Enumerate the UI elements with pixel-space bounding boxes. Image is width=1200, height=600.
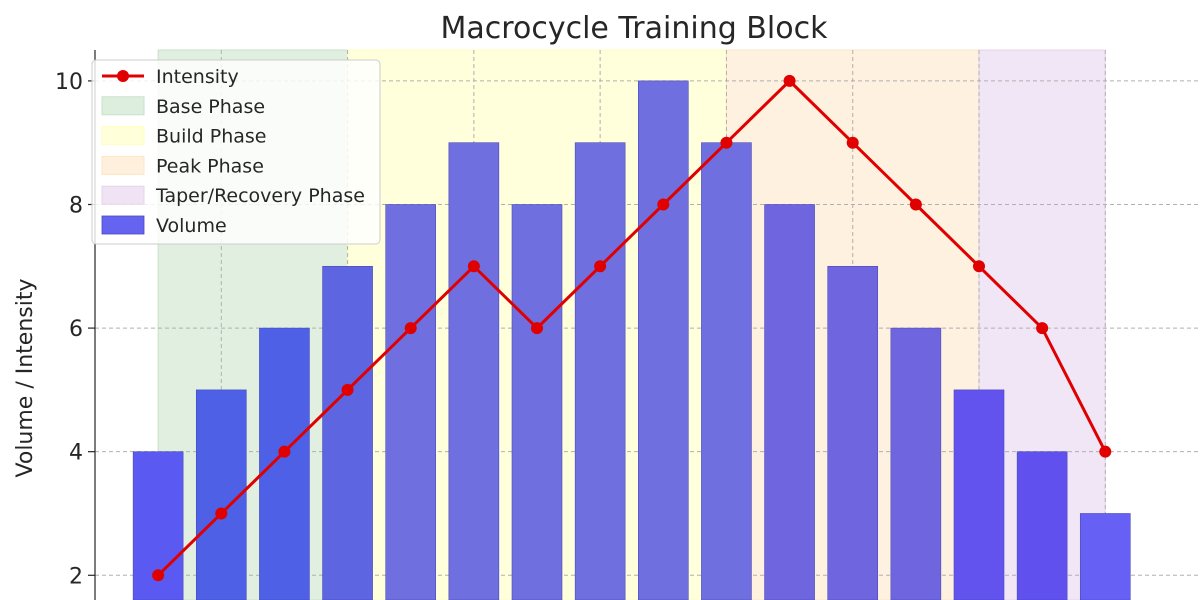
y-tick-label: 2 (69, 564, 83, 589)
intensity-point (846, 136, 859, 149)
volume-bar (1016, 451, 1068, 600)
y-tick-label: 4 (69, 441, 83, 466)
intensity-point (278, 445, 291, 458)
intensity-point (657, 198, 670, 211)
volume-bar (637, 80, 689, 600)
y-tick-label: 6 (69, 317, 83, 342)
axes: 2 4 6 8 10 (55, 50, 96, 600)
volume-bar (890, 327, 942, 600)
intensity-point (152, 569, 165, 582)
volume-bar (701, 142, 752, 600)
intensity-point (404, 322, 417, 335)
chart-title: Macrocycle Training Block (441, 11, 829, 46)
volume-bar (259, 327, 310, 600)
legend-swatch-phase (101, 96, 145, 116)
volume-bars (132, 80, 1131, 600)
intensity-point (720, 136, 733, 149)
legend: Intensity Base Phase Build Phase Peak Phase… (91, 59, 381, 245)
intensity-point (215, 507, 228, 520)
legend-swatch-phase (101, 126, 145, 146)
legend-label: Base Phase (156, 96, 265, 118)
y-tick-label: 10 (55, 70, 83, 95)
intensity-polyline (157, 78, 1107, 577)
legend-marker-intensity (117, 70, 129, 82)
volume-bar (574, 142, 626, 600)
legend-label: Peak Phase (156, 155, 264, 177)
volume-bar (385, 204, 437, 600)
intensity-point (531, 322, 543, 335)
legend-swatch-phase (101, 185, 145, 205)
volume-bar (827, 265, 879, 600)
volume-bar (511, 204, 563, 600)
volume-bar (1079, 513, 1131, 600)
legend-label: Taper/Recovery Phase (155, 185, 365, 207)
volume-bar (764, 204, 815, 600)
y-axis-label: Volume / Intensity (13, 279, 38, 478)
intensity-point (783, 74, 796, 87)
legend-swatch-phase (101, 155, 145, 175)
intensity-point (1036, 322, 1049, 335)
intensity-point (467, 260, 480, 273)
intensity-point (973, 260, 985, 273)
legend-label: Build Phase (156, 126, 266, 148)
legend-label: Intensity (156, 66, 239, 88)
legend-box (91, 59, 381, 245)
intensity-point (594, 260, 607, 273)
volume-bar (322, 265, 373, 600)
intensity-point (909, 198, 922, 211)
volume-bar (448, 142, 500, 600)
intensity-point (341, 383, 354, 396)
volume-bar (953, 389, 1005, 600)
intensity-point (1099, 445, 1112, 458)
intensity-line (152, 74, 1112, 582)
y-tick-label: 8 (69, 193, 83, 218)
legend-swatch-volume (101, 215, 145, 235)
volume-bar (195, 389, 247, 600)
legend-label: Volume (156, 215, 227, 237)
